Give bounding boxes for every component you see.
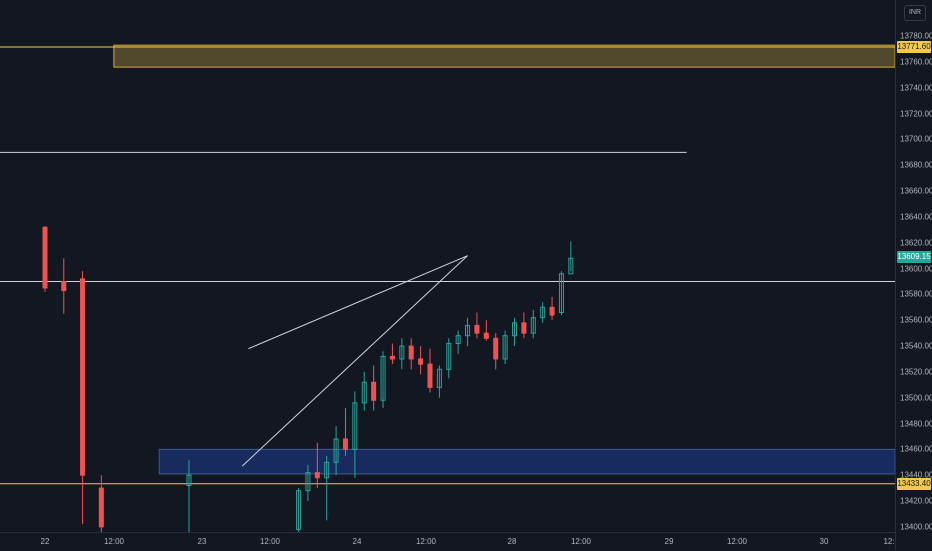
y-tick-label: 13560.00 [900,315,932,325]
candle-body-12 [361,381,367,404]
candle-body-17 [408,345,414,360]
y-tick-label: 13620.00 [900,238,932,248]
x-tick-label: 12:00 [726,537,748,546]
candle-body-14 [380,355,386,401]
price-chart[interactable] [0,0,895,532]
candle-body-9 [333,438,339,463]
x-tick-label: 29 [664,537,674,546]
candle-body-31 [540,306,546,319]
candle-body-18 [418,358,424,365]
candle-body-29 [521,322,527,334]
candle-body-0 [42,226,48,289]
y-tick-label: 13600.00 [900,264,932,274]
candle-body-13 [371,381,377,401]
x-tick-label: 12:00 [570,537,592,546]
label-13433: 13433.40 [897,477,931,490]
candle-body-1 [61,280,67,292]
y-tick-label: 13660.00 [900,186,932,196]
candle-body-34 [568,257,574,275]
wedge-upper-line [248,255,468,350]
x-tick-label: 12:00 [415,537,437,546]
y-tick-label: 13700.00 [900,134,932,144]
candle-body-16 [399,345,405,360]
lower-demand-zone [158,448,895,475]
y-tick-label: 13740.00 [900,83,932,93]
chart-area[interactable] [0,0,895,532]
candle-body-7 [314,472,320,479]
candle-body-5 [296,490,302,530]
y-tick-label: 13780.00 [900,31,932,41]
x-tick-label: 22 [40,537,50,546]
candle-body-27 [502,335,508,360]
candle-body-26 [493,337,499,360]
candle-body-32 [549,306,555,316]
currency-badge[interactable]: INR [904,5,926,21]
candle-body-33 [558,273,564,313]
y-tick-label: 13680.00 [900,160,932,170]
candle-body-21 [446,342,452,370]
x-tick-label: 30 [819,537,829,546]
candle-body-23 [465,324,471,337]
candle-body-22 [455,335,461,344]
y-tick-label: 13440.00 [900,470,932,480]
candle-body-3 [98,487,104,528]
price-axis[interactable]: INR 13780.00 13760.00 13740.00 13720.00 1370… [895,0,932,550]
candle-body-10 [342,438,348,450]
upper-supply-zone [113,44,895,68]
y-tick-label: 13540.00 [900,341,932,351]
wedge-lower-line [241,255,468,467]
candle-body-11 [352,402,358,450]
x-tick-label: 12: [883,537,895,546]
candle-body-4 [186,474,192,487]
x-tick-label: 24 [352,537,362,546]
y-tick-label: 13760.00 [900,57,932,67]
x-tick-label: 28 [507,537,517,546]
x-tick-label: 23 [197,537,207,546]
candle-body-30 [530,317,536,334]
y-tick-label: 13460.00 [900,444,932,454]
time-axis[interactable]: 22 12:00 23 12:00 24 12:00 28 12:00 29 12:00 30 12: [0,532,895,551]
y-tick-label: 13400.00 [900,522,932,532]
candle-body-6 [305,472,311,492]
candle-body-25 [483,332,489,339]
candle-body-24 [474,324,480,334]
y-tick-label: 13640.00 [900,212,932,222]
x-tick-label: 12:00 [259,537,281,546]
candle-body-2 [80,278,86,476]
candle-body-19 [427,363,433,388]
y-tick-label: 13480.00 [900,419,932,429]
y-tick-label: 13420.00 [900,496,932,506]
candle-body-8 [324,461,330,479]
candle-body-15 [389,355,395,360]
label-13771: 13771.60 [897,41,931,53]
x-tick-label: 12:00 [103,537,125,546]
candle-body-20 [436,368,442,388]
y-tick-label: 13500.00 [900,393,932,403]
y-tick-label: 13720.00 [900,109,932,119]
label-13609: 13609.15 [897,250,931,263]
y-tick-label: 13580.00 [900,289,932,299]
candle-body-28 [512,322,517,337]
y-tick-label: 13520.00 [900,367,932,377]
